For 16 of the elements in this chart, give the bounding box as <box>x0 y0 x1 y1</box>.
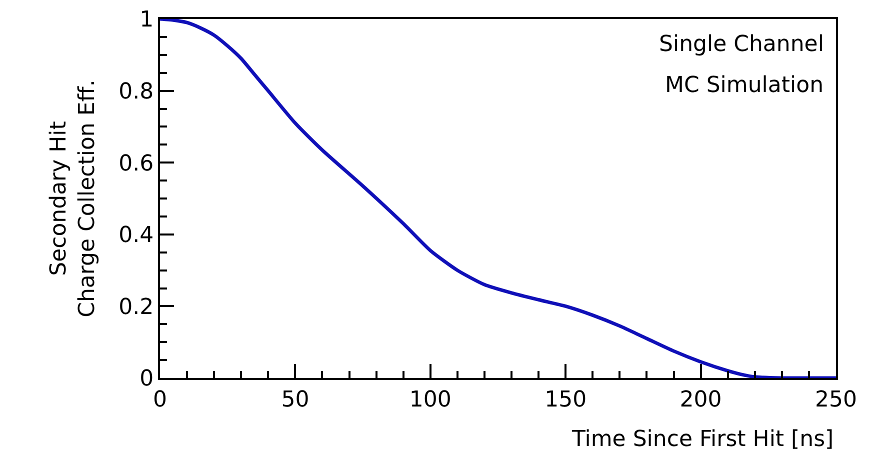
x-tick-label: 200 <box>680 387 722 412</box>
annotation: Single Channel <box>659 32 824 57</box>
y-tick-label: 0.2 <box>118 294 154 320</box>
x-tick-label: 150 <box>544 387 587 412</box>
x-tick-label: 50 <box>281 387 310 412</box>
y-tick-label: 1 <box>140 8 154 33</box>
x-tick-label: 100 <box>409 387 452 412</box>
y-axis-title: Secondary Hit Charge Collection Eff. <box>46 80 100 318</box>
x-axis-title: Time Since First Hit [ns] <box>571 427 834 452</box>
line-series <box>160 19 836 378</box>
y-tick-label: 0.6 <box>118 151 154 176</box>
y-tick-label: 0.4 <box>118 223 154 248</box>
y-tick-label: 0.8 <box>118 80 154 104</box>
y-tick-label: 0 <box>140 366 154 392</box>
annotation: MC Simulation <box>665 73 824 98</box>
x-tick-label: 250 <box>815 387 857 412</box>
